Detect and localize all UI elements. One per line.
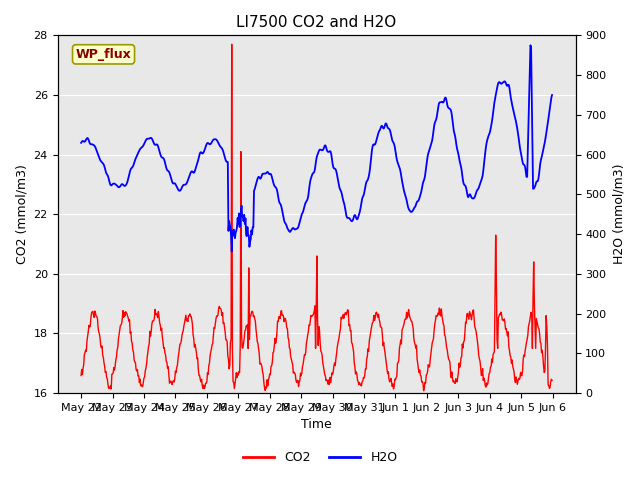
Y-axis label: H2O (mmol/m3): H2O (mmol/m3) (612, 164, 625, 264)
Legend: CO2, H2O: CO2, H2O (237, 446, 403, 469)
X-axis label: Time: Time (301, 419, 332, 432)
Text: WP_flux: WP_flux (76, 48, 131, 61)
Y-axis label: CO2 (mmol/m3): CO2 (mmol/m3) (15, 164, 28, 264)
Title: LI7500 CO2 and H2O: LI7500 CO2 and H2O (236, 15, 397, 30)
